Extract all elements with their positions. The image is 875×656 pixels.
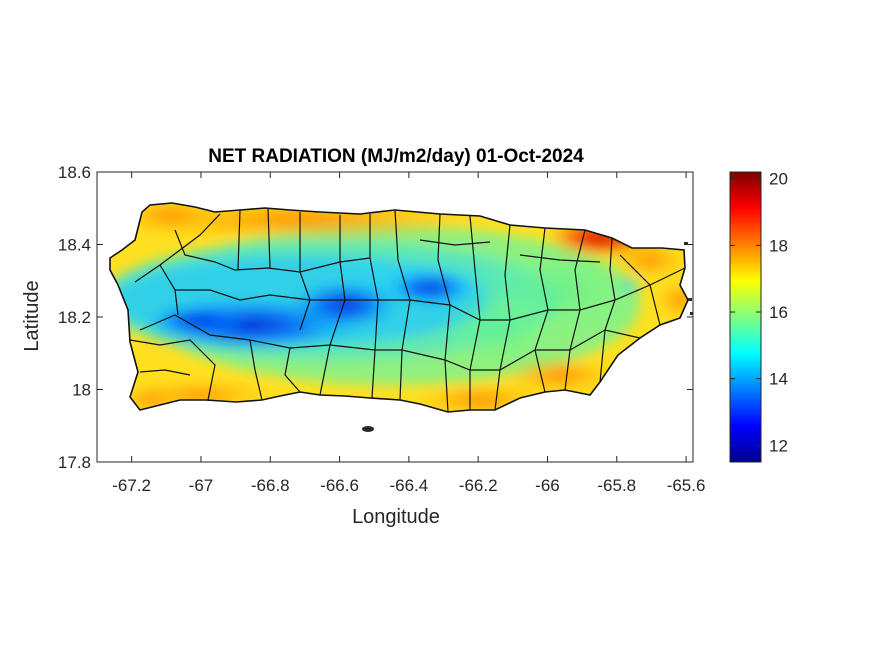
x-tick-label: -65.6 (667, 476, 706, 495)
y-tick-label: 18 (72, 381, 91, 400)
colorbar-gradient (729, 171, 762, 463)
x-tick-label: -65.8 (597, 476, 636, 495)
x-axis: -67.2 -67 -66.8 -66.6 -66.4 -66.2 -66 -65.8 -65.… (112, 172, 705, 495)
y-tick-label: 18.2 (58, 308, 91, 327)
y-tick-label: 18.4 (58, 236, 91, 255)
y-tick-label: 17.8 (58, 453, 91, 472)
x-axis-label: Longitude (352, 506, 440, 528)
x-tick-label: -67.2 (112, 476, 151, 495)
y-axis-label: Latitude (21, 280, 43, 351)
x-tick-label: -66.8 (251, 476, 290, 495)
x-tick-label: -67 (189, 476, 214, 495)
colorbar: 12 14 16 18 20 (729, 170, 788, 463)
offshore-islets (362, 242, 693, 432)
colorbar-tick-label: 16 (769, 303, 788, 322)
colorbar-tick-label: 12 (769, 436, 788, 455)
colorbar-tick-label: 18 (769, 236, 788, 255)
x-tick-label: -66.2 (459, 476, 498, 495)
y-tick-label: 18.6 (58, 163, 91, 182)
x-tick-label: -66 (535, 476, 560, 495)
colorbar-tick-label: 20 (769, 170, 788, 189)
colorbar-tick-label: 14 (769, 370, 788, 389)
x-tick-label: -66.4 (389, 476, 428, 495)
y-axis: 17.8 18 18.2 18.4 18.6 (58, 163, 693, 472)
colorbar-ticks: 12 14 16 18 20 (730, 170, 788, 455)
x-tick-label: -66.6 (320, 476, 359, 495)
municipality-borders (109, 202, 689, 413)
chart-title: NET RADIATION (MJ/m2/day) 01-Oct-2024 (208, 146, 584, 167)
